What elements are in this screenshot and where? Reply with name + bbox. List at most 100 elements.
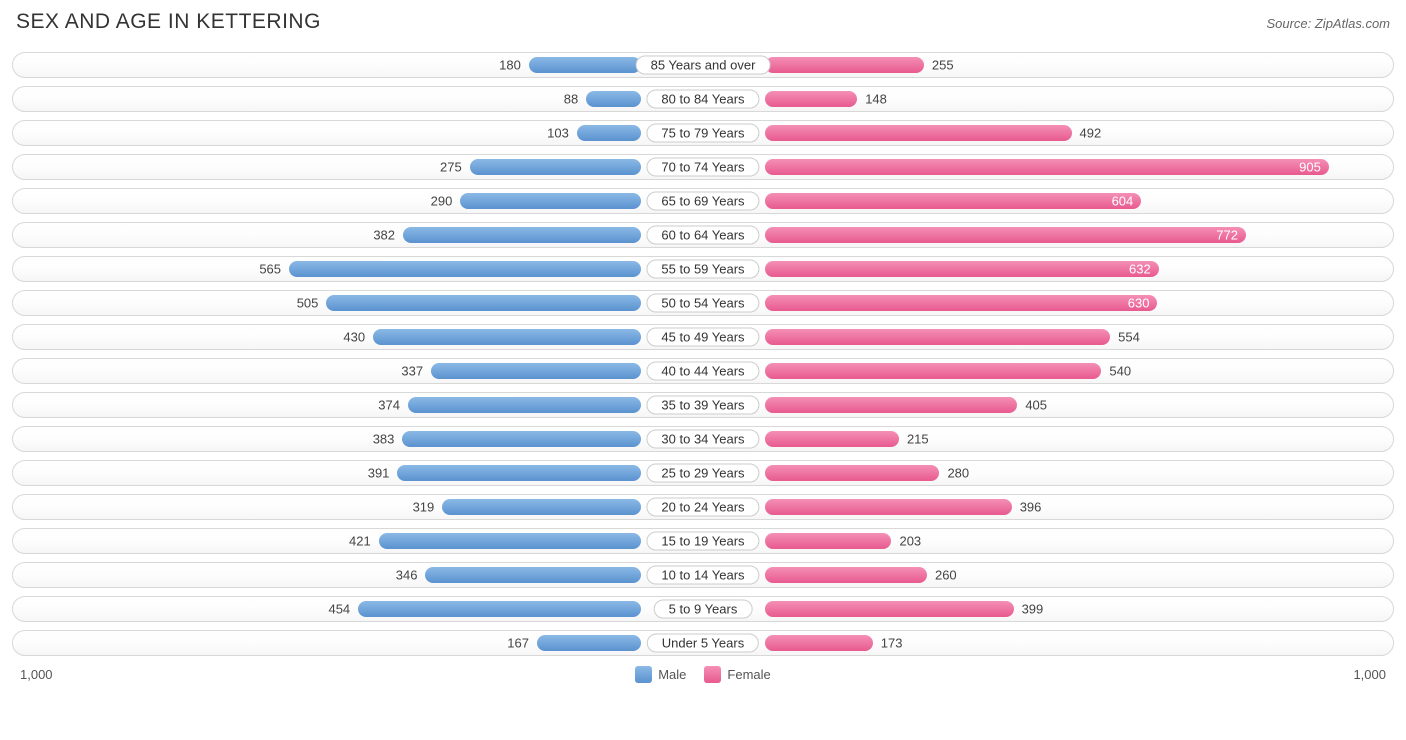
female-value-label: 905 — [1299, 160, 1321, 175]
age-label-pill: 70 to 74 Years — [646, 158, 759, 177]
female-bar — [765, 227, 1246, 243]
male-value-label: 421 — [349, 534, 371, 549]
female-bar — [765, 431, 899, 447]
male-value-label: 430 — [343, 330, 365, 345]
male-value-label: 382 — [373, 228, 395, 243]
male-bar — [586, 91, 641, 107]
female-bar — [765, 533, 891, 549]
male-bar — [379, 533, 641, 549]
age-label-pill: Under 5 Years — [647, 634, 759, 653]
male-bar — [289, 261, 641, 277]
age-label-pill: 50 to 54 Years — [646, 294, 759, 313]
female-bar — [765, 261, 1159, 277]
male-bar — [431, 363, 641, 379]
male-value-label: 346 — [396, 568, 418, 583]
chart-header: SEX AND AGE IN KETTERING Source: ZipAtla… — [12, 10, 1394, 34]
pyramid-row: 70 to 74 Years 275 905 — [12, 154, 1394, 180]
male-bar — [408, 397, 641, 413]
male-bar — [577, 125, 641, 141]
male-value-label: 374 — [378, 398, 400, 413]
female-value-label: 280 — [947, 466, 969, 481]
male-bar — [529, 57, 641, 73]
male-value-label: 454 — [328, 602, 350, 617]
female-value-label: 405 — [1025, 398, 1047, 413]
chart-title: SEX AND AGE IN KETTERING — [16, 10, 321, 34]
population-pyramid-chart: 85 Years and over 180 255 80 to 84 Years 88 1… — [12, 52, 1394, 656]
age-label-pill: 45 to 49 Years — [646, 328, 759, 347]
female-value-label: 772 — [1216, 228, 1238, 243]
female-value-label: 215 — [907, 432, 929, 447]
female-value-label: 492 — [1080, 126, 1102, 141]
pyramid-row: 5 to 9 Years454399 — [12, 596, 1394, 622]
age-label-pill: 80 to 84 Years — [646, 90, 759, 109]
male-bar — [425, 567, 641, 583]
age-label-pill: 30 to 34 Years — [646, 430, 759, 449]
female-value-label: 540 — [1109, 364, 1131, 379]
female-bar — [765, 567, 927, 583]
pyramid-row: 80 to 84 Years 88 148 — [12, 86, 1394, 112]
female-value-label: 604 — [1112, 194, 1134, 209]
male-bar — [358, 601, 641, 617]
female-bar — [765, 329, 1110, 345]
male-value-label: 180 — [499, 58, 521, 73]
pyramid-row: 15 to 19 Years 421 203 — [12, 528, 1394, 554]
male-value-label: 167 — [507, 636, 529, 651]
male-value-label: 275 — [440, 160, 462, 175]
pyramid-row: 55 to 59 Years565632 — [12, 256, 1394, 282]
age-label-pill: 5 to 9 Years — [654, 600, 753, 619]
female-value-label: 630 — [1128, 296, 1150, 311]
pyramid-row: 50 to 54 Years 505 630 — [12, 290, 1394, 316]
pyramid-row: Under 5 Years167173 — [12, 630, 1394, 656]
chart-source: Source: ZipAtlas.com — [1266, 16, 1390, 31]
pyramid-row: 30 to 34 Years 383 215 — [12, 426, 1394, 452]
female-bar — [765, 601, 1014, 617]
legend-label-female: Female — [727, 667, 770, 682]
legend-item-male: Male — [635, 666, 686, 683]
male-value-label: 103 — [547, 126, 569, 141]
male-bar — [397, 465, 641, 481]
pyramid-row: 75 to 79 Years103492 — [12, 120, 1394, 146]
male-value-label: 319 — [413, 500, 435, 515]
female-value-label: 148 — [865, 92, 887, 107]
legend-swatch-male — [635, 666, 652, 683]
female-value-label: 203 — [899, 534, 921, 549]
age-label-pill: 55 to 59 Years — [646, 260, 759, 279]
male-bar — [537, 635, 641, 651]
age-label-pill: 10 to 14 Years — [646, 566, 759, 585]
pyramid-row: 20 to 24 Years319396 — [12, 494, 1394, 520]
female-bar — [765, 635, 873, 651]
age-label-pill: 25 to 29 Years — [646, 464, 759, 483]
female-bar — [765, 159, 1329, 175]
pyramid-row: 65 to 69 Years290604 — [12, 188, 1394, 214]
male-value-label: 88 — [564, 92, 578, 107]
male-bar — [402, 431, 641, 447]
legend-label-male: Male — [658, 667, 686, 682]
legend-swatch-female — [704, 666, 721, 683]
female-value-label: 396 — [1020, 500, 1042, 515]
pyramid-row: 60 to 64 Years382772 — [12, 222, 1394, 248]
axis-right-max: 1,000 — [1353, 667, 1386, 682]
pyramid-row: 40 to 44 Years 337 540 — [12, 358, 1394, 384]
male-value-label: 290 — [431, 194, 453, 209]
age-label-pill: 15 to 19 Years — [646, 532, 759, 551]
male-bar — [326, 295, 641, 311]
male-value-label: 337 — [401, 364, 423, 379]
male-bar — [460, 193, 641, 209]
male-value-label: 505 — [297, 296, 319, 311]
female-bar — [765, 193, 1141, 209]
age-label-pill: 40 to 44 Years — [646, 362, 759, 381]
pyramid-row: 25 to 29 Years391280 — [12, 460, 1394, 486]
pyramid-row: 85 Years and over 180 255 — [12, 52, 1394, 78]
legend-item-female: Female — [704, 666, 770, 683]
female-bar — [765, 295, 1157, 311]
axis-left-max: 1,000 — [20, 667, 53, 682]
male-value-label: 383 — [373, 432, 395, 447]
female-value-label: 632 — [1129, 262, 1151, 277]
chart-footer: 1,000 Male Female 1,000 — [12, 664, 1394, 683]
age-label-pill: 85 Years and over — [636, 56, 771, 75]
male-bar — [403, 227, 641, 243]
pyramid-row: 45 to 49 Years430554 — [12, 324, 1394, 350]
female-bar — [765, 465, 939, 481]
female-value-label: 255 — [932, 58, 954, 73]
male-bar — [373, 329, 641, 345]
